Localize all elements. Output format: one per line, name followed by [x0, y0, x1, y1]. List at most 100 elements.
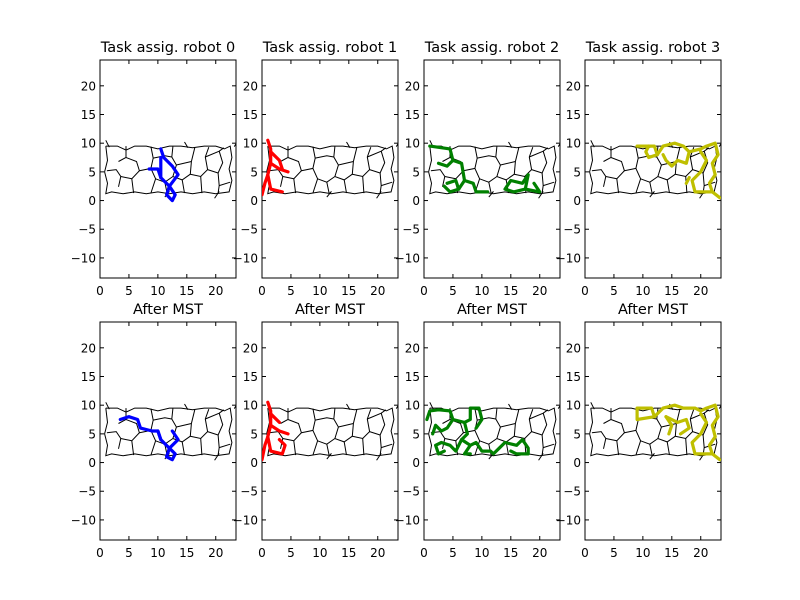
map-stub: [105, 402, 110, 410]
map-edge: [500, 423, 516, 428]
y-tick-label: 10: [81, 399, 96, 413]
y-tick-label: 15: [566, 370, 581, 384]
plot-frame: [584, 321, 722, 541]
x-tick-label: 15: [341, 546, 356, 560]
map-edge: [531, 151, 548, 174]
y-tick-label: −10: [556, 513, 581, 527]
x-tick-label: 10: [474, 546, 489, 560]
subplot-1: 0 5 10 15 20 −10 −5 0 5 10 15 20 Task assig. robot 1: [233, 40, 399, 298]
y-tick-label: 20: [243, 79, 258, 93]
map-edge: [207, 151, 224, 174]
x-tick-label: 0: [581, 546, 589, 560]
y-tick-label: −10: [556, 251, 581, 265]
robot-route: [684, 176, 691, 185]
y-tick-label: 20: [243, 341, 258, 355]
robot-route: [652, 403, 720, 456]
map-edge: [605, 176, 617, 180]
map-edge: [605, 438, 617, 442]
map-stub: [233, 142, 236, 147]
plot-frame: [261, 59, 399, 279]
map-edge: [207, 413, 224, 436]
map-stub: [346, 141, 351, 149]
y-tick-label: 10: [405, 399, 420, 413]
y-tick-label: 20: [81, 79, 96, 93]
y-tick-label: 20: [81, 341, 96, 355]
subplot-7: 0 5 10 15 20 −10 −5 0 5 10 15 20 After MST: [556, 302, 722, 560]
map-edge: [219, 443, 231, 449]
x-tick-label: 10: [635, 546, 650, 560]
map-edge: [367, 409, 387, 420]
plot-area: [104, 402, 236, 462]
map-edge: [268, 169, 284, 187]
map-stub: [376, 453, 382, 461]
y-tick-label: −10: [395, 513, 420, 527]
map-stub: [376, 191, 382, 199]
map-stub: [538, 453, 544, 461]
y-tick-label: 0: [250, 456, 258, 470]
plot-area: [104, 140, 236, 203]
robot-route: [269, 161, 290, 174]
map-edge: [282, 438, 294, 442]
y-tick-label: −5: [78, 485, 96, 499]
map-edge: [200, 176, 203, 194]
y-tick-label: −5: [78, 223, 96, 237]
robot-route: [269, 412, 281, 424]
y-tick-label: 20: [566, 341, 581, 355]
x-tick-label: 0: [420, 284, 428, 298]
x-tick-label: 20: [208, 284, 223, 298]
y-tick-label: 20: [405, 79, 420, 93]
x-tick-label: 5: [449, 284, 457, 298]
x-tick-label: 10: [312, 546, 327, 560]
map-edge: [219, 181, 231, 187]
map-outline: [589, 145, 718, 195]
subplot-title: Task assig. robot 3: [585, 40, 720, 56]
y-tick-label: −5: [402, 223, 420, 237]
map-stub: [429, 402, 434, 410]
x-tick-label: 0: [581, 284, 589, 298]
map-outline: [104, 407, 233, 457]
map-edge: [326, 444, 330, 456]
map-edge: [685, 438, 688, 456]
map-edge: [120, 176, 132, 180]
map-stub: [649, 453, 655, 460]
y-tick-label: 0: [573, 194, 581, 208]
subplot-title: After MST: [133, 302, 203, 318]
plot-area: [262, 400, 398, 462]
robot-route: [445, 158, 467, 191]
map-edge: [477, 155, 496, 159]
subplot-3: 0 5 10 15 20 −10 −5 0 5 10 15 20 Task assig. robot 3: [556, 40, 722, 298]
map-edge: [205, 409, 225, 420]
plot-frame: [261, 321, 399, 541]
robot-route: [655, 141, 691, 168]
map-edge: [591, 431, 607, 449]
map-edge: [690, 409, 710, 420]
map-edge: [326, 182, 330, 194]
y-tick-label: 10: [566, 399, 581, 413]
map-edge: [500, 161, 516, 166]
map-stub: [395, 404, 398, 409]
x-tick-label: 5: [287, 284, 295, 298]
map-edge: [315, 155, 334, 159]
y-tick-label: 15: [81, 108, 96, 122]
x-tick-label: 20: [693, 284, 708, 298]
plot-frame: [99, 321, 237, 541]
y-tick-label: 15: [243, 370, 258, 384]
y-tick-label: 10: [243, 399, 258, 413]
map-edge: [661, 423, 677, 428]
robot-route: [710, 452, 721, 462]
map-edge: [181, 179, 185, 194]
robot-route: [664, 415, 691, 436]
map-edge: [200, 438, 203, 456]
map-edge: [369, 151, 386, 174]
map-edge: [624, 146, 639, 172]
subplot-6: 0 5 10 15 20 −10 −5 0 5 10 15 20 After MST: [395, 302, 561, 560]
x-tick-label: 0: [420, 546, 428, 560]
map-stub: [590, 140, 595, 148]
x-tick-label: 0: [96, 284, 104, 298]
map-edge: [463, 408, 478, 434]
subplot-4: 0 5 10 15 20 −10 −5 0 5 10 15 20 After MST: [71, 302, 237, 560]
subplot-2: 0 5 10 15 20 −10 −5 0 5 10 15 20 Task assig. robot 2: [395, 40, 561, 298]
map-stub: [214, 191, 220, 199]
map-edge: [120, 438, 132, 442]
x-tick-label: 20: [370, 546, 385, 560]
